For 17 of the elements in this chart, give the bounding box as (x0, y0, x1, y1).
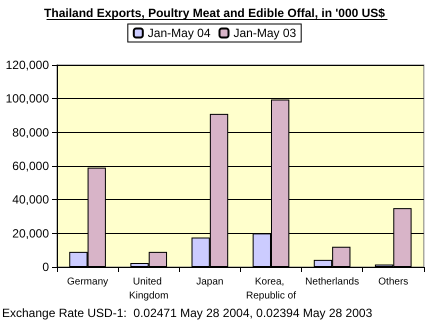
y-tick-label: 80,000 (12, 125, 50, 140)
x-tick-label: Others (378, 276, 408, 288)
y-tick-label: 100,000 (6, 92, 50, 106)
y-tick-label: 0 (42, 260, 50, 274)
chart-title: Thailand Exports, Poultry Meat and Edible Offal, in '000 US$ (44, 6, 386, 20)
x-tick-label: Netherlands (305, 276, 360, 288)
x-tick-label: United Kingdom (128, 276, 168, 302)
y-tick-label: 120,000 (6, 58, 50, 72)
y-tick-label: 20,000 (12, 226, 50, 240)
legend-label: Jan-May 03 (234, 26, 297, 40)
y-tick-label: 60,000 (12, 159, 50, 173)
text: Exchange Rate USD-1: 0.02471 May 28 2004, 0.02394 May 28 2003 (2, 306, 373, 320)
x-tick-label: Korea, Republic of (246, 276, 296, 302)
x-tick-label: Germany (67, 276, 108, 288)
x-tick-label: Japan (196, 276, 224, 288)
y-tick-label: 40,000 (12, 192, 50, 207)
legend-label: Jan-May 04 (148, 26, 211, 40)
